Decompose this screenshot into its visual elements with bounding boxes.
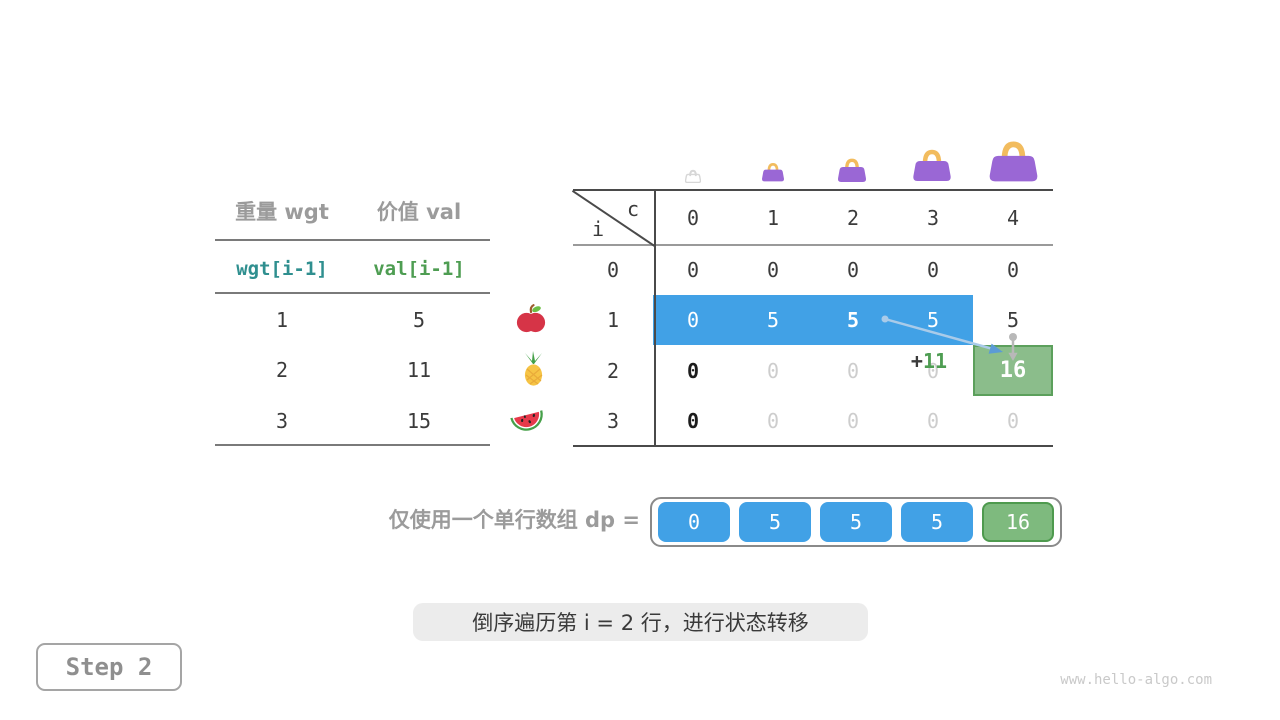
items-table-row: 2: [275, 358, 289, 382]
dp-corner-row-label: i: [591, 217, 605, 241]
plus-sign: +: [910, 349, 923, 373]
purple-bag-icon: [837, 157, 867, 183]
items-table-rule-bottom: [215, 444, 490, 446]
items-table-row: 1: [275, 308, 289, 332]
dp-table-rule-bottom: [573, 445, 1053, 447]
caption: 倒序遍历第 i = 2 行，进行状态转移: [413, 603, 868, 641]
dp-col-header: 4: [1006, 205, 1020, 230]
step-badge: Step 2: [36, 643, 182, 691]
dp-table-rule-header: [573, 244, 1053, 246]
dp-cell: 5: [1006, 308, 1020, 332]
dp-cell: 5: [926, 308, 940, 332]
items-table-rule-mid: [215, 292, 490, 294]
dp-cell: 0: [686, 308, 700, 332]
dp-array-cell: 0: [658, 502, 730, 542]
dp-cell-result: 16: [999, 358, 1027, 383]
watermark: www.hello-algo.com: [1060, 672, 1212, 688]
dp-array-cell: 5: [739, 502, 811, 542]
items-table-header-val: 价值 val: [376, 200, 462, 224]
items-table-header-wgt: 重量 wgt: [235, 200, 329, 224]
items-table-rule-top: [215, 239, 490, 241]
dp-col-header: 1: [766, 205, 780, 230]
purple-bag-icon: [761, 162, 785, 182]
transition-annotation: +11: [910, 349, 948, 373]
dp-col-header: 2: [846, 205, 860, 230]
items-table-var-val: val[i-1]: [373, 258, 465, 280]
dp-cell: 0: [926, 358, 940, 383]
dp-cell: 0: [926, 409, 940, 433]
dp-cell: 0: [686, 358, 700, 383]
items-table-row: 5: [412, 308, 426, 332]
dp-table-rule-top: [573, 189, 1053, 191]
items-table-var-wgt: wgt[i-1]: [236, 258, 328, 280]
dp-row-header: 3: [606, 409, 620, 433]
purple-bag-icon: [912, 148, 952, 182]
dp-row-header: 0: [606, 258, 620, 282]
dp-cell: 0: [686, 258, 700, 282]
dp-corner-col-label: c: [626, 197, 640, 221]
dp-cell: 0: [1006, 409, 1020, 433]
dp-cell: 0: [846, 409, 860, 433]
dp-row-header: 2: [606, 358, 620, 383]
dp-cell: 0: [1006, 258, 1020, 282]
dp-array-cell: 5: [820, 502, 892, 542]
dp-table-rule-vertical: [654, 190, 656, 446]
dp-col-header: 0: [686, 205, 700, 230]
items-table-row: 3: [275, 409, 289, 433]
dp-array-cell: 5: [901, 502, 973, 542]
apple-icon: [515, 303, 547, 335]
items-table-row: 11: [406, 358, 432, 382]
dp-col-header: 3: [926, 205, 940, 230]
watermelon-icon: [509, 406, 547, 436]
dp-cell: 0: [766, 358, 780, 383]
items-table-row: 15: [406, 409, 432, 433]
purple-bag-icon: [988, 139, 1039, 183]
empty-bag-icon: [685, 169, 701, 183]
dp-array: 0 5 5 5 16: [650, 497, 1062, 547]
dp-array-label: 仅使用一个单行数组 dp =: [388, 508, 640, 532]
dp-cell: 5: [766, 308, 780, 332]
dp-cell: 0: [926, 258, 940, 282]
dp-row-header: 1: [606, 308, 620, 332]
dp-cell: 0: [766, 409, 780, 433]
dp-array-cell-result: 16: [982, 502, 1054, 542]
dp-cell: 0: [846, 358, 860, 383]
dp-cell: 0: [846, 258, 860, 282]
dp-cell: 0: [766, 258, 780, 282]
dp-cell: 0: [686, 409, 700, 433]
dp-cell: 5: [846, 308, 860, 332]
pineapple-icon: [518, 350, 549, 388]
